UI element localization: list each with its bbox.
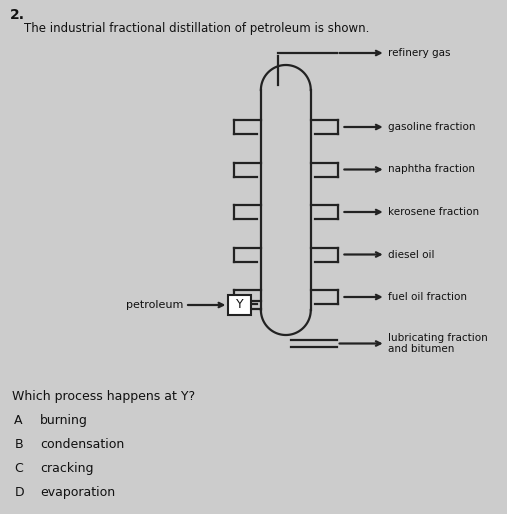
- Text: cracking: cracking: [40, 462, 94, 475]
- Text: 2.: 2.: [10, 8, 25, 22]
- Text: fuel oil fraction: fuel oil fraction: [388, 292, 467, 302]
- Text: D: D: [14, 486, 24, 499]
- Text: refinery gas: refinery gas: [388, 48, 451, 58]
- Text: burning: burning: [40, 414, 88, 427]
- Text: naphtha fraction: naphtha fraction: [388, 164, 476, 174]
- Text: Y: Y: [236, 299, 243, 311]
- Bar: [228, 295, 251, 315]
- Text: Which process happens at Y?: Which process happens at Y?: [12, 390, 195, 403]
- Text: A: A: [14, 414, 23, 427]
- Text: diesel oil: diesel oil: [388, 249, 435, 260]
- Text: The industrial fractional distillation of petroleum is shown.: The industrial fractional distillation o…: [24, 22, 370, 35]
- Text: petroleum: petroleum: [126, 300, 183, 310]
- Text: C: C: [14, 462, 23, 475]
- Text: B: B: [14, 438, 23, 451]
- Text: gasoline fraction: gasoline fraction: [388, 122, 476, 132]
- Text: evaporation: evaporation: [40, 486, 116, 499]
- Text: kerosene fraction: kerosene fraction: [388, 207, 480, 217]
- Text: lubricating fraction
and bitumen: lubricating fraction and bitumen: [388, 333, 488, 354]
- Text: condensation: condensation: [40, 438, 125, 451]
